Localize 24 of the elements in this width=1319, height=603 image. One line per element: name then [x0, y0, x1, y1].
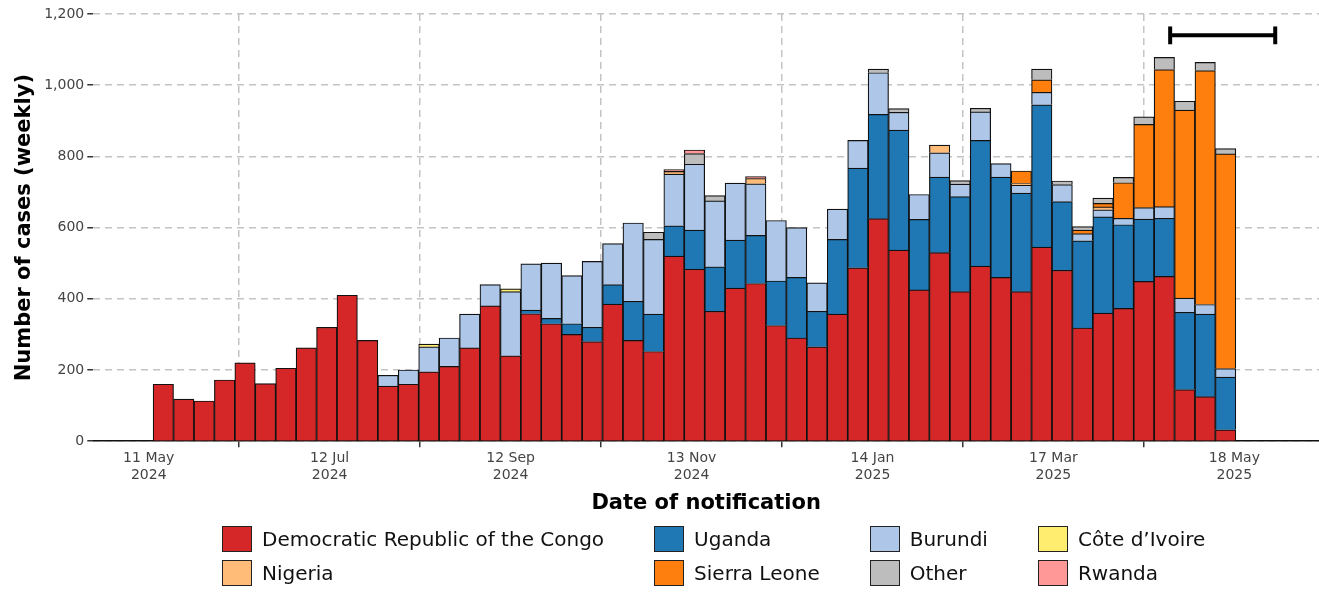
x-tick-label: 11 May 2024 [123, 449, 175, 483]
legend-label: Burundi [909, 527, 988, 551]
y-tick-label: 1,000 [44, 75, 85, 92]
legend-label: Uganda [694, 527, 772, 551]
y-tick-label: 400 [57, 289, 85, 306]
legend-label: Nigeria [262, 561, 334, 585]
x-tick-label: 14 Jan 2025 [850, 449, 895, 483]
y-tick-label: 600 [57, 218, 85, 235]
y-tick-label: 1,200 [44, 4, 85, 21]
legend-label: Côte d’Ivoire [1077, 527, 1206, 551]
x-axis-title: Date of notification [591, 489, 821, 514]
y-tick-label: 800 [57, 147, 85, 164]
x-tick-label: 18 May 2025 [1208, 449, 1260, 483]
x-tick-label: 12 Sep 2024 [486, 449, 536, 483]
y-tick-label: 200 [57, 360, 85, 377]
x-tick-label: 12 Jul 2024 [310, 449, 350, 483]
x-tick-label: 17 Mar 2025 [1029, 449, 1079, 483]
legend-label: Democratic Republic of the Congo [262, 527, 605, 551]
x-tick-label: 13 Nov 2024 [666, 449, 717, 483]
legend-label: Rwanda [1077, 561, 1159, 585]
legend-label: Sierra Leone [694, 561, 820, 585]
y-axis-title: Number of cases (weekly) [11, 73, 36, 382]
legend-label: Other [909, 561, 967, 585]
y-tick-label: 0 [75, 431, 85, 448]
